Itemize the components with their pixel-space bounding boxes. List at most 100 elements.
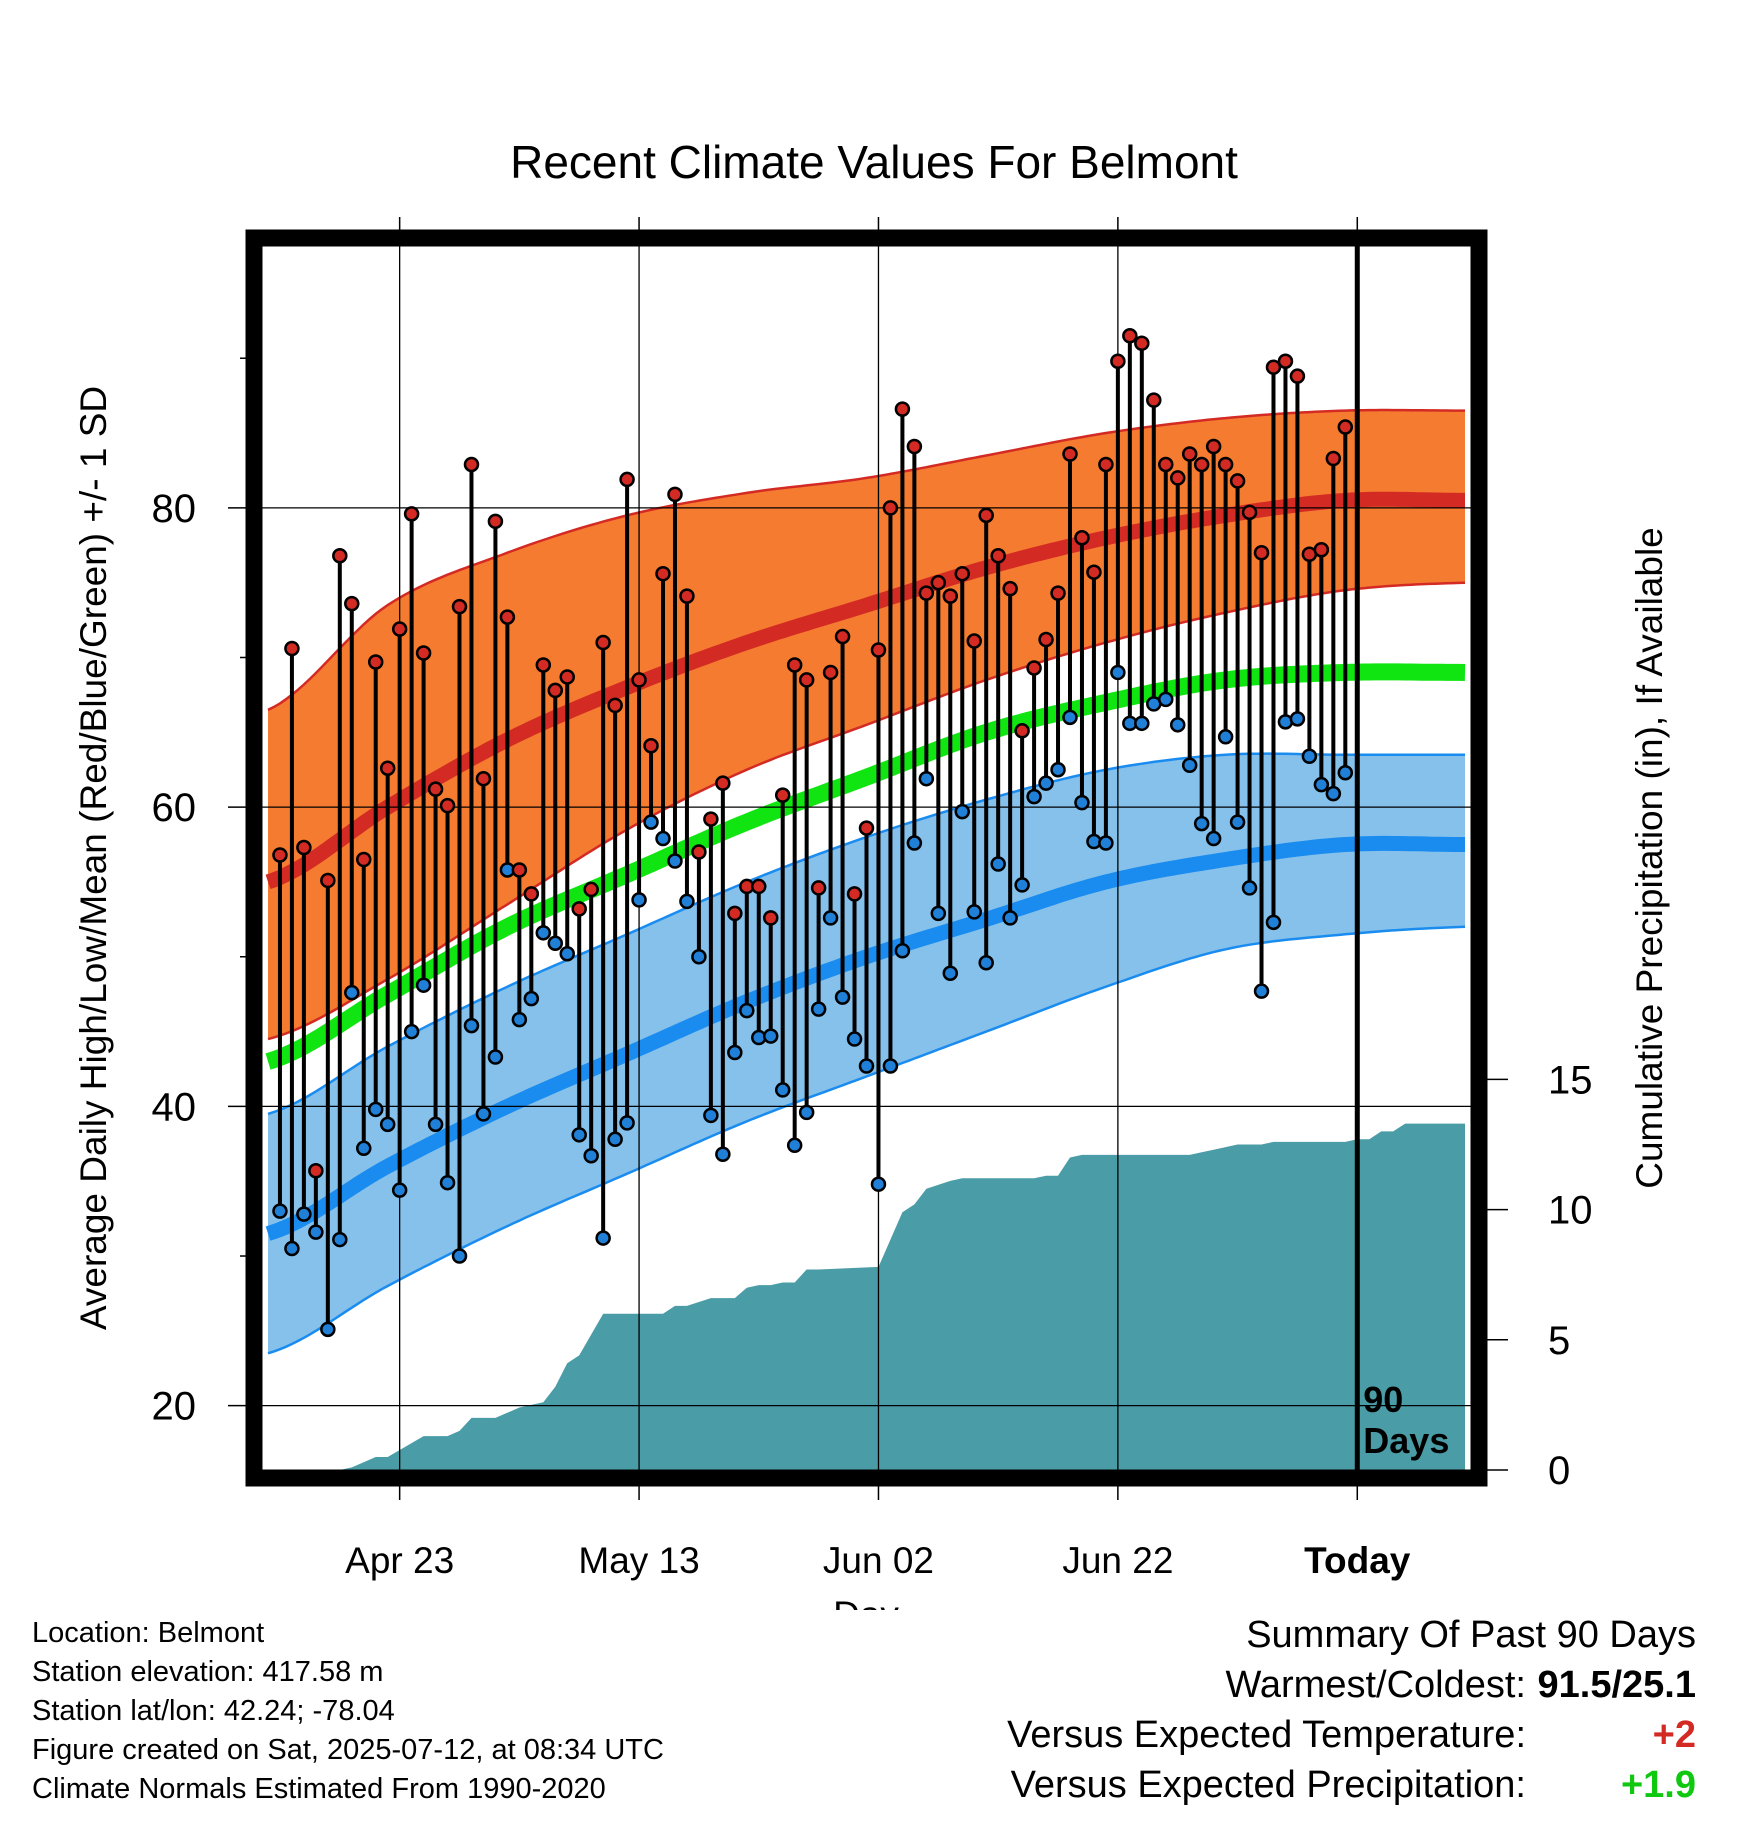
high-point (379, 760, 396, 776)
low-point (1026, 788, 1042, 805)
created-text: Figure created on Sat, 2025-07-12, at 08… (32, 1734, 664, 1766)
frame-layer (245, 229, 1488, 1487)
low-point (607, 1131, 623, 1148)
warmest-value: 91.5/25.1 (1537, 1664, 1696, 1706)
summary-temp: Versus Expected Temperature: +2 (1007, 1710, 1696, 1760)
y2-tick-label: 15 (1548, 1058, 1593, 1102)
mean-normal-line (265, 663, 1466, 1070)
low-point (1002, 910, 1018, 926)
high-point (1146, 392, 1162, 408)
high-point (463, 456, 480, 473)
high-point (834, 628, 851, 645)
high-point (858, 820, 875, 836)
low-point (583, 1148, 599, 1164)
low-point (1038, 775, 1054, 791)
low-point (332, 1231, 348, 1248)
high-point (870, 642, 887, 658)
low-point (1074, 794, 1090, 811)
low-point (1313, 776, 1330, 793)
low-point (1253, 983, 1270, 999)
high-point (547, 682, 564, 699)
low-point (822, 910, 839, 926)
high-point (475, 770, 492, 787)
high-point (1289, 368, 1306, 384)
low-point (978, 954, 994, 971)
precip-layer (268, 1123, 1465, 1470)
low-point (858, 1058, 875, 1074)
summary-panel: Summary Of Past 90 Days Warmest/Coldest:… (1007, 1610, 1696, 1810)
high-point (667, 486, 683, 503)
low-point (739, 1002, 755, 1019)
high-point (332, 547, 348, 564)
high-point (607, 697, 623, 714)
high-point (727, 905, 743, 922)
climate-chart: Recent Climate Values For Belmont 90Days… (73, 136, 1670, 1610)
low-point (1289, 711, 1306, 727)
axes-layer: Apr 23 May 13 Jun 02 Jun 22 Today 20 40 60 80 0 5 1… (152, 217, 1593, 1581)
elevation-text: Station elevation: 417.58 m (32, 1656, 384, 1688)
high-point (355, 851, 372, 868)
high-point (535, 657, 552, 673)
low-point (595, 1230, 611, 1246)
high-point (619, 471, 635, 488)
y-tick-label: 20 (152, 1385, 197, 1429)
high-point (918, 585, 935, 601)
low-point (990, 856, 1006, 872)
high-point (703, 811, 719, 827)
high-point (1002, 580, 1018, 597)
high-point (966, 633, 982, 649)
high-point (415, 645, 432, 661)
low-point (954, 803, 971, 820)
high-point (631, 672, 647, 688)
high-point (320, 872, 336, 889)
y-tick-label: 60 (152, 786, 197, 830)
high-point (499, 609, 516, 625)
high-point (451, 598, 468, 615)
chart-title: Recent Climate Values For Belmont (510, 136, 1238, 188)
low-point (870, 1176, 887, 1192)
low-point (308, 1224, 324, 1240)
low-point (1098, 835, 1114, 851)
high-point (810, 880, 827, 896)
low-point (511, 1011, 528, 1028)
low-point (427, 1116, 444, 1133)
low-point (942, 965, 959, 981)
precip-label: Versus Expected Precipitation: (1010, 1764, 1526, 1806)
low-point (571, 1127, 587, 1143)
high-point (1086, 564, 1102, 580)
low-point (1169, 717, 1186, 733)
high-point (1205, 438, 1222, 455)
high-point (523, 886, 540, 902)
high-point (1122, 328, 1138, 344)
low-point (1014, 877, 1030, 893)
x-tick-label: May 13 (578, 1540, 699, 1581)
y2-tick-label: 0 (1548, 1449, 1570, 1493)
high-point (1217, 456, 1234, 473)
high-point (751, 878, 767, 895)
low-point (415, 977, 432, 993)
low-point (284, 1240, 300, 1257)
y2-axis-label: Cumulative Precipitation (in), If Availa… (1629, 527, 1670, 1189)
high-point (1193, 456, 1210, 473)
today-label-days: Days (1363, 1420, 1449, 1461)
high-point (679, 588, 695, 604)
high-point (296, 839, 312, 856)
high-point (774, 787, 791, 803)
low-point (1265, 914, 1282, 931)
location-text: Location: Belmont (32, 1617, 265, 1649)
high-point (930, 574, 947, 591)
temp-value: +2 (1652, 1714, 1696, 1756)
low-point (715, 1146, 731, 1163)
low-point (523, 990, 540, 1007)
high-point (1038, 631, 1054, 648)
high-band-lower-edge (267, 581, 1466, 1041)
high-point (559, 669, 575, 685)
low-point (619, 1115, 635, 1131)
high-point (691, 844, 707, 860)
low-point (1110, 664, 1126, 681)
precip-area (268, 1123, 1465, 1470)
plot-frame (245, 229, 1488, 1487)
y-axis-label: Average Daily High/Low/Mean (Red/Blue/Gr… (73, 386, 114, 1330)
low-point (703, 1107, 719, 1124)
